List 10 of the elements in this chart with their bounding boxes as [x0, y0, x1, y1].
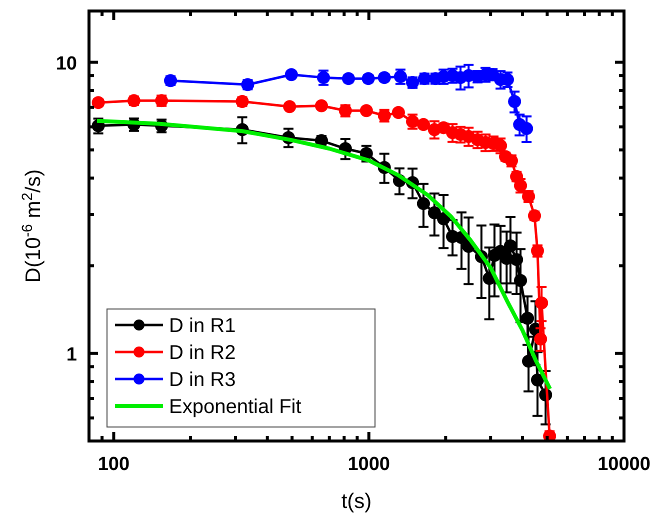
y-tick-label: 1: [66, 344, 78, 366]
legend-label: D in R3: [169, 369, 236, 391]
legend-label: D in R2: [169, 342, 236, 364]
legend-label: Exponential Fit: [169, 396, 302, 418]
x-tick-label: 10000: [598, 454, 650, 475]
legend-label: D in R1: [169, 315, 236, 337]
x-axis-title: t(s): [341, 490, 372, 513]
x-tick-label: 1000: [348, 454, 390, 475]
y-tick-label: 10: [56, 53, 77, 74]
x-tick-label: 100: [98, 454, 130, 475]
